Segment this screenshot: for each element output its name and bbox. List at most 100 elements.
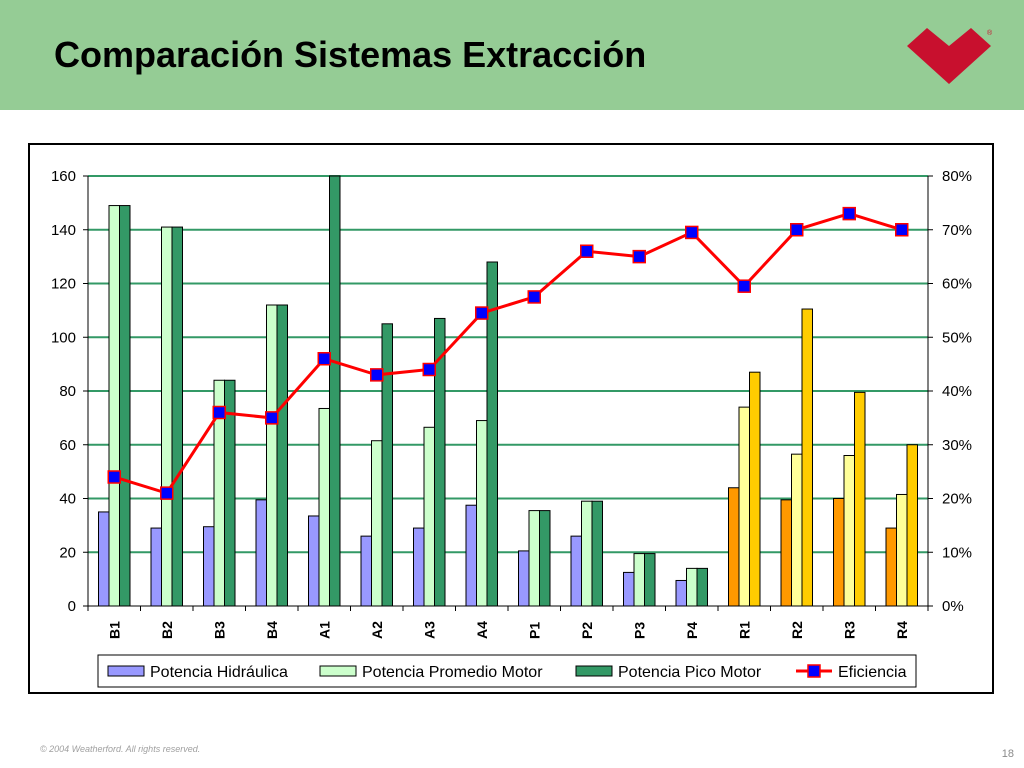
bar (423, 426, 435, 607)
bar (728, 487, 740, 607)
legend (97, 654, 917, 688)
bar (150, 527, 162, 607)
efficiency-point (527, 290, 541, 304)
bar (833, 498, 845, 607)
legend-swatch (575, 665, 613, 677)
legend-label: Eficiencia (838, 664, 907, 681)
combo-chart: 0 20 40 60 80 100 120 140 160 0% 10% 20% 30% 40% 50% 60… (51, 168, 972, 688)
bar (644, 553, 656, 607)
y-tick-label: 100 (51, 329, 76, 346)
bar (633, 553, 645, 607)
x-tick-label: B2 (159, 621, 175, 639)
bar (854, 391, 866, 607)
bar (371, 440, 383, 607)
bar (696, 567, 708, 607)
y2-tick-label: 50% (942, 329, 972, 346)
weatherford-logo-icon: ® (907, 28, 993, 84)
legend-label: Potencia Promedio Motor (362, 664, 543, 681)
y-tick-label: 0 (68, 598, 76, 615)
efficiency-point (160, 486, 174, 500)
y2-tick-label: 20% (942, 491, 972, 508)
x-tick-label: R2 (789, 621, 805, 639)
y-tick-label: 20 (59, 544, 76, 561)
y-tick-label: 60 (59, 437, 76, 454)
logo-mark (907, 28, 991, 84)
efficiency-point (212, 405, 226, 420)
chart-frame: 0 20 40 60 80 100 120 140 160 0% 10% 20% 30% 40% 50% 60… (28, 143, 994, 694)
bar (749, 371, 761, 607)
page-number: 18 (1001, 748, 1014, 760)
bar (108, 205, 120, 607)
x-tick-label: P2 (579, 622, 595, 639)
bar (413, 527, 425, 607)
y2-tick-label: 60% (942, 276, 972, 293)
bar (591, 500, 603, 607)
bar (675, 579, 687, 607)
legend-label: Potencia Pico Motor (618, 664, 762, 681)
x-tick-label: B3 (211, 621, 227, 639)
x-tick-label: R4 (894, 621, 910, 639)
bar (780, 499, 792, 607)
bar (539, 510, 551, 607)
legend-swatch (107, 665, 145, 677)
bar (528, 510, 540, 607)
y2-tick-label: 30% (942, 437, 972, 454)
bar (843, 455, 855, 607)
efficiency-point (265, 411, 279, 425)
bar (308, 515, 320, 607)
registered-mark: ® (987, 29, 993, 37)
legend-label: Potencia Hidráulica (150, 664, 288, 681)
x-tick-label: A1 (316, 621, 332, 639)
x-tick-label: B1 (106, 621, 122, 639)
efficiency-point (790, 223, 804, 237)
bar (276, 304, 288, 607)
title-banner: Comparación Sistemas Extracción ® (0, 0, 1024, 110)
bar (318, 407, 330, 607)
bar (119, 205, 131, 607)
y-tick-label: 140 (51, 222, 76, 239)
x-tick-label: A2 (369, 621, 385, 639)
bar (381, 323, 393, 607)
bar (171, 226, 183, 607)
bar (98, 511, 110, 607)
slide-title: Comparación Sistemas Extracción (54, 34, 647, 75)
legend-marker (807, 664, 821, 678)
bar (570, 535, 582, 607)
x-tick-label: R3 (841, 621, 857, 639)
efficiency-line (113, 212, 903, 495)
efficiency-point (317, 352, 331, 366)
y-tick-label: 160 (51, 168, 76, 185)
x-tick-label: P4 (684, 622, 700, 639)
x-tick-label: P3 (631, 622, 647, 639)
y2-tick-label: 70% (942, 222, 972, 239)
bar (906, 444, 918, 607)
bar (360, 535, 372, 607)
efficiency-point (895, 223, 909, 237)
bar (255, 499, 267, 607)
bar (161, 226, 173, 607)
bar (518, 550, 530, 607)
bar (476, 420, 488, 607)
bar (801, 308, 813, 607)
bar (266, 304, 278, 607)
y-tick-label: 80 (59, 383, 76, 400)
y2-tick-label: 0% (942, 598, 964, 615)
bar (885, 527, 897, 607)
x-tick-label: B4 (264, 621, 280, 639)
efficiency-point (580, 244, 594, 258)
efficiency-point (842, 206, 856, 221)
y2-tick-label: 80% (942, 168, 972, 185)
y2-tick-label: 40% (942, 383, 972, 400)
bar (465, 504, 477, 607)
bar (203, 526, 215, 607)
bar (623, 571, 635, 607)
bar (896, 493, 908, 607)
x-tick-label: A4 (474, 621, 490, 639)
bar (791, 453, 803, 607)
efficiency-point (475, 306, 489, 320)
bar (486, 261, 498, 607)
bar (738, 406, 750, 607)
y2-tick-label: 10% (942, 544, 972, 561)
legend-swatch (319, 665, 357, 677)
x-tick-label: A3 (421, 621, 437, 639)
